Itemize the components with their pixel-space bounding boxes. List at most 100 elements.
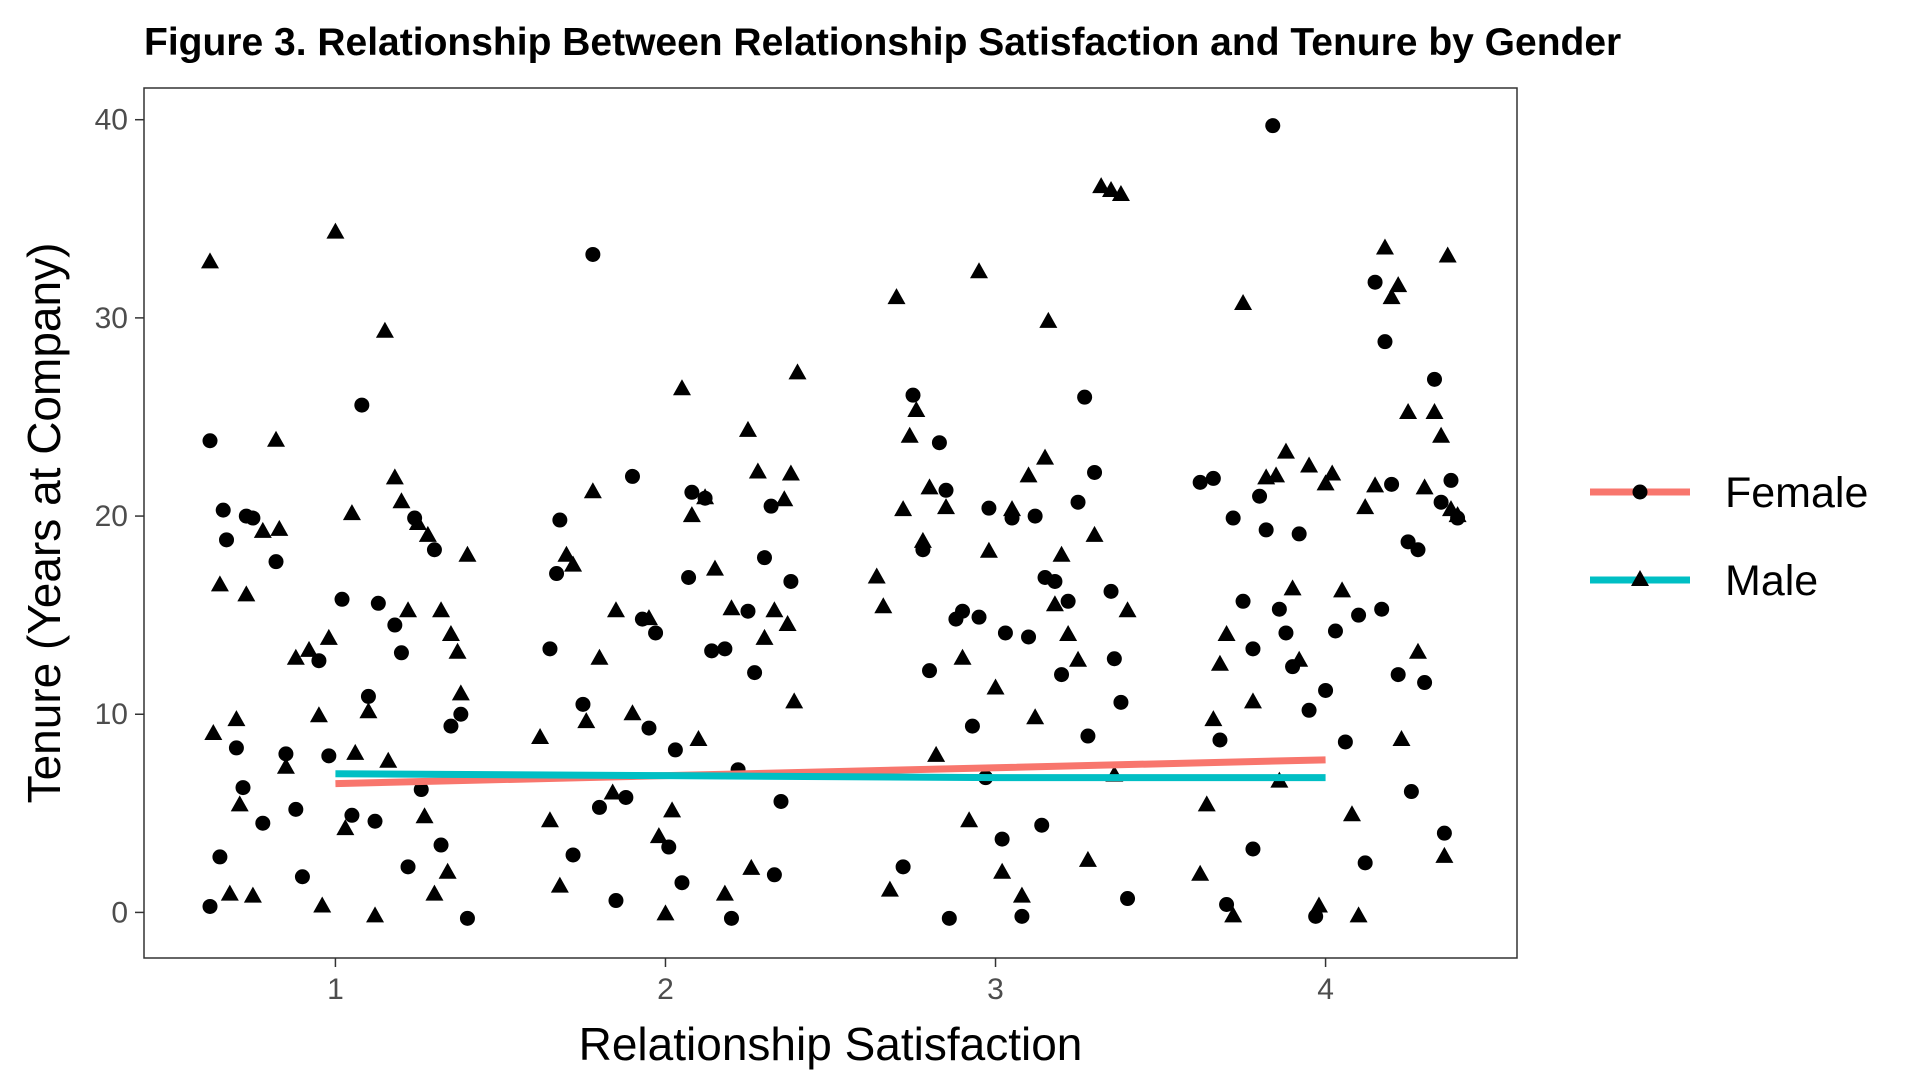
data-point-female-49	[723, 910, 739, 926]
data-point-female-114	[1384, 476, 1400, 492]
data-point-male-111	[1267, 466, 1286, 483]
x-tick-label-1: 1	[327, 973, 344, 1006]
data-point-male-28	[243, 886, 262, 903]
data-point-female-11	[278, 746, 294, 762]
data-point-female-123	[1436, 825, 1452, 841]
data-point-male-128	[1432, 426, 1451, 443]
data-point-female-102	[1265, 118, 1281, 134]
data-point-male-98	[880, 880, 899, 897]
data-point-male-72	[887, 288, 906, 305]
y-axis-title: Tenure (Years at Company)	[18, 243, 70, 804]
data-point-male-35	[230, 795, 249, 812]
data-point-female-118	[1417, 675, 1433, 691]
data-point-female-96	[1212, 732, 1228, 748]
data-point-female-2	[219, 532, 235, 548]
data-point-female-34	[552, 512, 568, 528]
data-point-female-91	[1080, 728, 1096, 744]
data-point-female-33	[549, 566, 565, 582]
y-tick-label-30: 30	[95, 302, 128, 335]
data-point-male-49	[696, 488, 715, 505]
data-point-male-13	[326, 222, 345, 239]
data-point-female-125	[1308, 908, 1324, 924]
y-tick-label-20: 20	[95, 500, 128, 533]
legend: Female Male	[1590, 469, 1868, 605]
data-point-male-40	[557, 545, 576, 562]
data-point-male-15	[359, 702, 378, 719]
data-point-male-20	[408, 513, 427, 530]
data-point-female-84	[1113, 694, 1129, 710]
data-point-male-58	[788, 363, 807, 380]
data-point-male-131	[1448, 506, 1467, 523]
data-point-female-73	[1021, 629, 1037, 645]
y-tick-label-10: 10	[95, 698, 128, 731]
data-point-male-16	[375, 321, 394, 338]
data-point-female-74	[1027, 508, 1043, 524]
data-point-male-139	[1204, 710, 1223, 727]
data-point-male-11	[309, 706, 328, 723]
data-point-female-101	[1258, 522, 1274, 538]
data-point-male-37	[438, 862, 457, 879]
data-point-male-120	[1366, 476, 1385, 493]
data-point-female-37	[591, 799, 607, 815]
data-point-female-1	[215, 502, 231, 518]
data-point-male-103	[993, 862, 1012, 879]
data-point-female-126	[1357, 855, 1373, 871]
data-point-male-135	[1309, 896, 1328, 913]
data-point-female-27	[400, 859, 416, 875]
data-point-female-62	[905, 387, 921, 403]
data-point-male-133	[1349, 906, 1368, 923]
legend-label-male: Male	[1725, 557, 1818, 605]
x-axis: 1 2 3 4	[327, 958, 1334, 1006]
data-point-female-48	[717, 641, 733, 657]
data-point-male-125	[1408, 642, 1427, 659]
data-point-female-6	[202, 898, 218, 914]
data-point-male-112	[1276, 442, 1295, 459]
data-point-male-41	[564, 555, 583, 572]
data-point-female-100	[1252, 488, 1268, 504]
data-point-male-45	[623, 704, 642, 721]
data-point-female-13	[311, 653, 327, 669]
data-point-female-69	[971, 609, 987, 625]
data-point-male-104	[1191, 864, 1210, 881]
data-point-female-61	[641, 720, 657, 736]
data-point-female-58	[661, 839, 677, 855]
data-point-female-121	[1443, 472, 1459, 488]
data-point-male-107	[1217, 624, 1236, 641]
data-point-female-79	[1070, 494, 1086, 510]
data-point-male-99	[1078, 850, 1097, 867]
data-point-female-5	[268, 554, 284, 570]
data-point-male-87	[1045, 595, 1064, 612]
data-point-female-7	[212, 849, 228, 865]
data-point-male-79	[953, 648, 972, 665]
y-tick-label-0: 0	[111, 896, 128, 929]
data-point-male-5	[237, 585, 256, 602]
legend-marker-female-circle	[1632, 484, 1648, 500]
data-point-female-8	[228, 740, 244, 756]
data-point-male-30	[366, 906, 385, 923]
data-point-male-118	[1333, 581, 1352, 598]
data-point-female-107	[1301, 702, 1317, 718]
data-point-female-57	[618, 789, 634, 805]
data-point-female-15	[344, 807, 360, 823]
data-point-female-23	[426, 542, 442, 558]
data-point-female-31	[433, 837, 449, 853]
data-point-male-129	[1438, 246, 1457, 263]
data-point-male-7	[267, 430, 286, 447]
data-point-female-26	[459, 910, 475, 926]
data-point-male-71	[874, 597, 893, 614]
data-point-male-25	[458, 545, 477, 562]
data-point-male-38	[531, 728, 550, 745]
data-point-male-77	[920, 478, 939, 495]
data-point-male-66	[742, 858, 761, 875]
data-point-female-86	[895, 859, 911, 875]
data-point-male-82	[986, 678, 1005, 695]
data-point-female-50	[740, 603, 756, 619]
data-point-male-67	[785, 692, 804, 709]
data-point-female-127	[1403, 784, 1419, 800]
data-point-female-54	[773, 793, 789, 809]
data-point-male-32	[313, 896, 332, 913]
data-point-female-64	[922, 663, 938, 679]
data-point-male-121	[1375, 238, 1394, 255]
data-point-female-53	[763, 498, 779, 514]
data-point-male-62	[550, 876, 569, 893]
